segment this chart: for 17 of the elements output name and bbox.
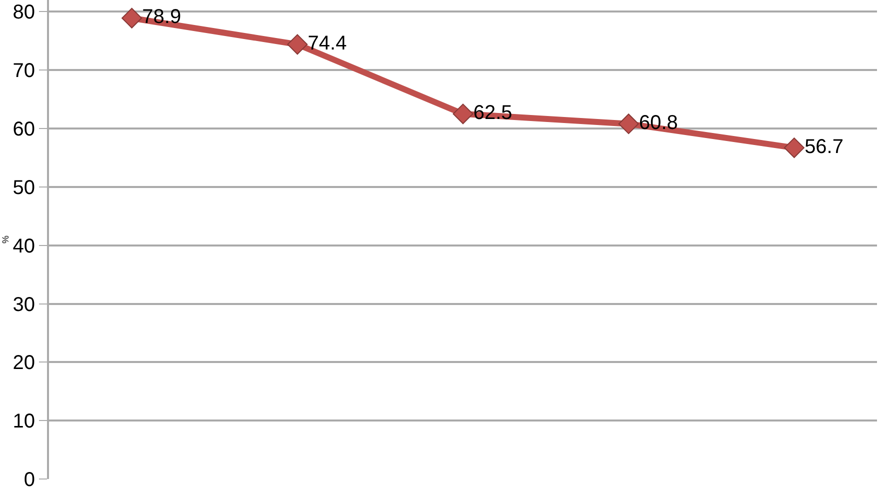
point <box>784 138 804 158</box>
y-tick-label: 30 <box>12 294 35 316</box>
point <box>122 8 142 28</box>
point <box>618 114 639 134</box>
data-label: 74.4 <box>308 32 347 54</box>
y-tick-label: 60 <box>12 118 35 141</box>
y-tick-label: 50 <box>12 176 35 199</box>
y-tick-label: 80 <box>12 2 35 24</box>
point <box>452 104 474 124</box>
y-axis-title: % <box>0 235 11 244</box>
point <box>287 34 308 55</box>
y-tick-label: 0 <box>24 469 35 491</box>
data-label: 56.7 <box>804 136 844 158</box>
y-tick-label: 10 <box>12 410 35 433</box>
y-tick-label: 70 <box>12 60 35 82</box>
y-tick-label: 20 <box>12 352 35 374</box>
y-tick-label: 40 <box>12 235 35 258</box>
